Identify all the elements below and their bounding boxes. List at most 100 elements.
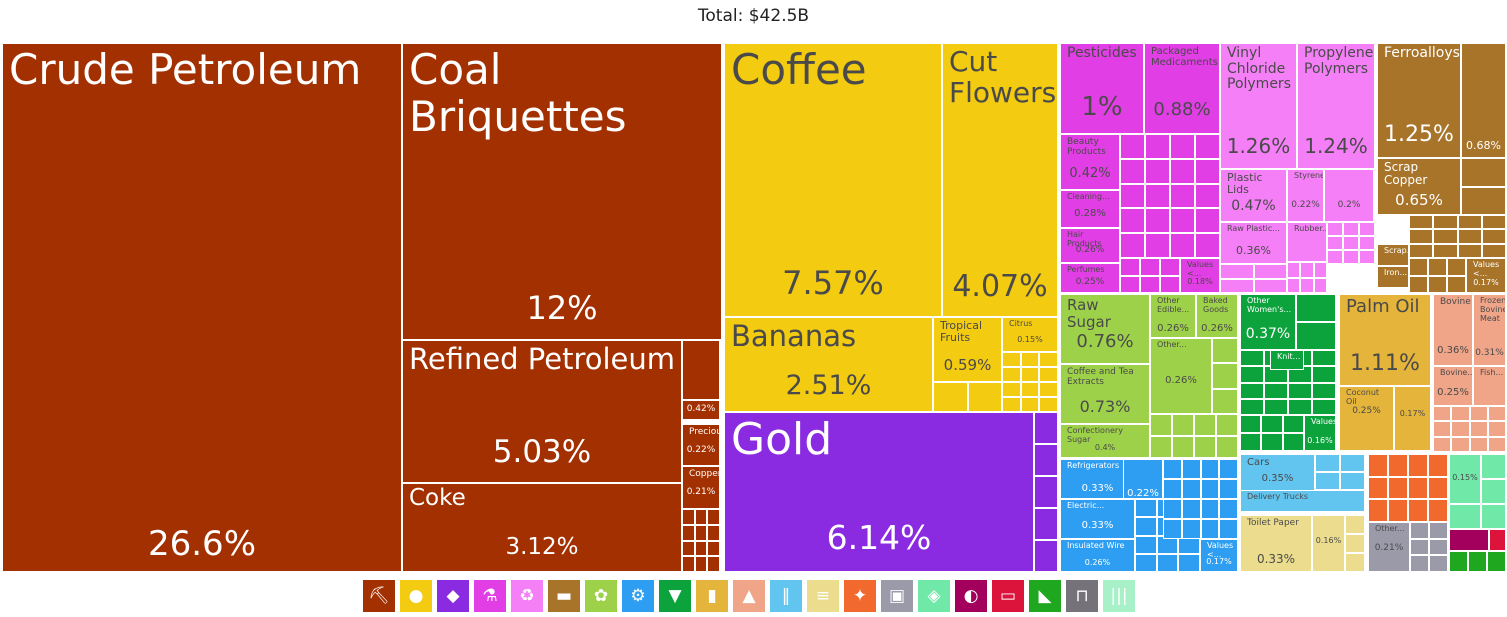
treemap-small-tile[interactable] (1200, 519, 1220, 539)
treemap-small-tile[interactable] (1327, 250, 1343, 264)
treemap-tile[interactable]: Styrene... 0.22% (1287, 169, 1324, 222)
treemap-small-tile[interactable] (1410, 555, 1429, 572)
treemap-tile[interactable]: Coffee and Tea Extracts 0.73% (1060, 364, 1150, 424)
treemap-small-tile[interactable] (1120, 134, 1145, 159)
treemap-small-tile[interactable] (1433, 229, 1458, 244)
treemap-small-tile[interactable] (1287, 262, 1301, 278)
misc-bars-icon[interactable]: ||| (1103, 580, 1135, 612)
treemap-small-tile[interactable] (1410, 522, 1429, 539)
treemap-tile[interactable]: Coke 3.12% (402, 483, 682, 572)
treemap-small-tile[interactable] (1240, 350, 1264, 367)
treemap-tile[interactable]: Other Women's... 0.37% (1240, 294, 1296, 350)
treemap-small-tile[interactable] (1409, 243, 1434, 258)
treemap-tile[interactable]: Refined Petroleum 5.03% (402, 340, 682, 483)
treemap-small-tile[interactable] (1220, 278, 1254, 293)
treemap-small-tile[interactable] (1288, 398, 1312, 415)
treemap-small-tile[interactable] (1487, 551, 1506, 572)
treemap-small-tile[interactable] (1457, 243, 1482, 258)
treemap-small-tile[interactable] (682, 540, 695, 557)
treemap-small-tile[interactable] (1359, 222, 1375, 236)
treemap-small-tile[interactable] (1002, 367, 1021, 382)
treemap-small-tile[interactable] (933, 382, 968, 412)
treemap-tile[interactable]: Fish... (1473, 366, 1506, 406)
treemap-tile[interactable]: Plastic Lids 0.47% (1220, 169, 1287, 222)
treemap-small-tile[interactable] (1145, 158, 1170, 184)
cow-icon[interactable]: ▲ (733, 580, 765, 612)
treemap-small-tile[interactable] (1195, 158, 1220, 184)
treemap-small-tile[interactable] (1163, 479, 1182, 499)
treemap-tile[interactable]: Propylene Polymers 1.24% (1297, 43, 1375, 169)
treemap-small-tile[interactable] (1145, 183, 1170, 209)
treemap-small-tile[interactable] (1481, 479, 1506, 504)
treemap-tile[interactable]: 0.15% (1449, 454, 1481, 504)
treemap-small-tile[interactable] (1368, 476, 1388, 500)
treemap-small-tile[interactable] (1489, 529, 1506, 551)
treemap-small-tile[interactable] (1327, 236, 1343, 250)
treemap-small-tile[interactable] (1312, 398, 1336, 415)
treemap-small-tile[interactable] (1449, 551, 1468, 572)
treemap-small-tile[interactable] (1282, 433, 1304, 451)
treemap-small-tile[interactable] (1429, 522, 1448, 539)
treemap-tile[interactable]: 0.2% (1324, 169, 1374, 222)
treemap-small-tile[interactable] (1195, 208, 1220, 234)
treemap-small-tile[interactable] (1359, 236, 1375, 250)
treemap-small-tile[interactable] (1433, 421, 1452, 437)
treemap-small-tile[interactable] (1313, 277, 1327, 293)
treemap-small-tile[interactable] (1461, 186, 1506, 215)
treemap-tile[interactable]: Values <... 0.18% (1180, 258, 1220, 293)
treemap-small-tile[interactable] (1261, 433, 1283, 451)
treemap-tile[interactable]: Toilet Paper 0.33% (1240, 515, 1312, 572)
treemap-tile[interactable]: Other... 0.26% (1150, 338, 1212, 414)
treemap-small-tile[interactable] (1145, 134, 1170, 159)
treemap-small-tile[interactable] (1240, 398, 1264, 415)
treemap-small-tile[interactable] (694, 524, 708, 541)
treemap-small-tile[interactable] (1219, 499, 1238, 519)
treemap-small-tile[interactable] (1447, 275, 1466, 293)
gear-icon[interactable]: ⚙ (622, 580, 654, 612)
treemap-small-tile[interactable] (1345, 534, 1365, 553)
treemap-small-tile[interactable] (1409, 215, 1434, 230)
treemap-small-tile[interactable] (1468, 551, 1487, 572)
treemap-tile[interactable]: Knit... (1270, 350, 1304, 370)
treemap-tile[interactable]: Other... 0.21% (1368, 522, 1410, 572)
treemap-tile[interactable]: Scrap... (1377, 244, 1409, 266)
treemap-tile[interactable]: Iron... (1377, 266, 1409, 288)
treemap-small-tile[interactable] (1020, 367, 1040, 382)
treemap-small-tile[interactable] (1150, 436, 1172, 458)
road-icon[interactable]: ‖ (770, 580, 802, 612)
treemap-small-tile[interactable] (1469, 436, 1488, 452)
treemap-tile[interactable]: Coal Briquettes 12% (402, 43, 722, 340)
treemap-small-tile[interactable] (1410, 538, 1429, 556)
treemap-small-tile[interactable] (1219, 479, 1238, 499)
treemap-small-tile[interactable] (1300, 262, 1314, 278)
treemap-small-tile[interactable] (1194, 414, 1216, 436)
treemap-small-tile[interactable] (1170, 158, 1195, 184)
treemap-small-tile[interactable] (1428, 258, 1447, 276)
treemap-small-tile[interactable] (1240, 382, 1264, 399)
treemap-small-tile[interactable] (1449, 504, 1481, 529)
treemap-tile[interactable]: Palm Oil 1.11% (1339, 294, 1431, 386)
treemap-small-tile[interactable] (1120, 183, 1145, 209)
treemap-tile[interactable]: Values <... 0.17% (1200, 539, 1238, 572)
treemap-small-tile[interactable] (1449, 529, 1489, 551)
treemap-small-tile[interactable] (1039, 382, 1058, 397)
treemap-small-tile[interactable] (1461, 158, 1506, 187)
treemap-small-tile[interactable] (1120, 233, 1145, 258)
treemap-tile[interactable]: Bovine 0.36% (1433, 294, 1473, 366)
treemap-small-tile[interactable] (1039, 397, 1058, 412)
treemap-small-tile[interactable] (1240, 366, 1264, 383)
stone-icon[interactable]: ✦ (844, 580, 876, 612)
treemap-small-tile[interactable] (1145, 233, 1170, 258)
treemap-tile[interactable]: 0.68% (1461, 43, 1506, 158)
wheat-icon[interactable]: ✿ (585, 580, 617, 612)
treemap-small-tile[interactable] (1194, 436, 1216, 458)
treemap-small-tile[interactable] (1160, 275, 1180, 293)
treemap-small-tile[interactable] (1428, 499, 1448, 522)
box-icon[interactable]: ▣ (881, 580, 913, 612)
treemap-small-tile[interactable] (1340, 454, 1365, 472)
treemap-small-tile[interactable] (682, 556, 695, 572)
treemap-small-tile[interactable] (1163, 499, 1182, 519)
treemap-small-tile[interactable] (1300, 277, 1314, 293)
treemap-tile[interactable]: Cut Flowers 4.07% (942, 43, 1058, 317)
treemap-small-tile[interactable] (682, 524, 695, 541)
